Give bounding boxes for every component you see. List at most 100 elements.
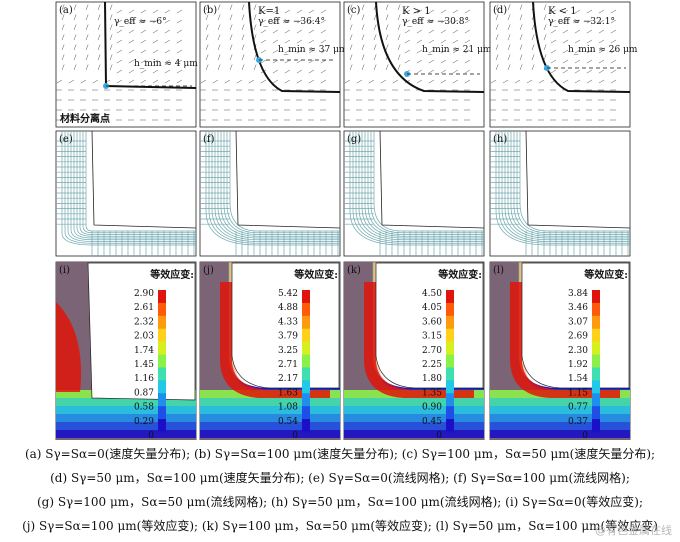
vector-arrow — [531, 54, 535, 61]
mesh-line — [513, 131, 630, 235]
vector-arrow — [562, 9, 569, 14]
vector-arrow — [586, 9, 593, 14]
vector-arrow — [176, 29, 183, 34]
vector-arrow — [519, 4, 523, 11]
vector-arrow — [416, 9, 423, 14]
vector-arrow — [128, 29, 135, 34]
vector-arrow — [428, 79, 435, 84]
vector-arrow — [152, 59, 159, 64]
gamma-annotation: γ_eff ≈ −30.8° — [402, 17, 469, 27]
mesh-line — [495, 131, 630, 246]
vector-arrow — [598, 69, 605, 74]
vector-arrow — [397, 44, 401, 51]
gamma-annotation: γ_eff ≈ −36.4° — [258, 17, 325, 27]
vector-arrow — [85, 64, 89, 71]
vector-arrow — [272, 9, 279, 14]
vector-arrow — [550, 59, 557, 64]
mesh-line — [214, 131, 340, 241]
vector-arrow — [385, 4, 389, 11]
vector-arrow — [361, 54, 365, 61]
vector-arrow — [349, 64, 353, 71]
vector-arrow — [308, 19, 315, 24]
vector-arrow — [373, 44, 377, 51]
vector-arrow — [296, 49, 303, 54]
vector-arrow — [464, 39, 471, 44]
vector-arrow — [574, 19, 581, 24]
legend-swatch — [446, 315, 454, 330]
vector-arrow — [464, 69, 471, 74]
vector-arrow — [416, 19, 423, 24]
caption-line-4: (j) Sγ=Sα=100 μm(等效应变); (k) Sγ=100 μm，Sα… — [22, 519, 658, 533]
panel-border — [489, 1, 631, 128]
legend-swatch — [446, 328, 454, 343]
vector-arrow — [574, 79, 581, 84]
vector-arrow — [361, 14, 365, 21]
vector-arrow — [464, 79, 471, 84]
legend-tick: 1.08 — [278, 403, 298, 413]
vector-arrow — [241, 64, 245, 71]
vector-arrow — [320, 49, 327, 54]
vector-arrow — [373, 64, 377, 71]
vector-arrow — [176, 69, 183, 74]
legend-tick: 1.92 — [568, 360, 588, 370]
vector-arrow — [164, 9, 171, 14]
vector-arrow — [176, 79, 183, 84]
vector-arrow — [272, 79, 279, 84]
hmin-annotation: h_min ≈ 21 μm — [422, 45, 492, 55]
vector-arrow — [440, 29, 447, 34]
vector-arrow — [356, 79, 363, 84]
vector-arrow — [349, 34, 353, 41]
vector-arrow — [61, 54, 65, 61]
panel-label: (h) — [493, 134, 507, 145]
strain-band — [56, 430, 196, 438]
legend-tick: 1.15 — [568, 388, 588, 398]
vector-arrow — [380, 79, 387, 84]
legend-title: 等效应变: — [150, 268, 194, 281]
vector-arrow — [260, 79, 267, 84]
mesh-line — [208, 131, 340, 244]
tool-region — [231, 262, 340, 389]
vector-arrow — [164, 49, 171, 54]
legend-tick: 2.32 — [134, 317, 154, 327]
mesh-line — [361, 131, 484, 239]
vector-arrow — [116, 19, 123, 24]
panel-label: (a) — [59, 5, 73, 16]
legend-tick: 4.88 — [278, 303, 298, 313]
legend-swatch — [302, 315, 310, 330]
vector-arrow — [598, 79, 605, 84]
vector-arrow — [152, 79, 159, 84]
vector-arrow — [361, 64, 365, 71]
vector-arrow — [128, 49, 135, 54]
legend-swatch — [158, 341, 166, 356]
vector-arrow — [97, 54, 101, 61]
legend-tick: 2.70 — [422, 346, 442, 356]
vector-arrow — [452, 39, 459, 44]
strain-band — [490, 406, 630, 414]
mesh-panel-h: (h) — [489, 130, 631, 257]
vector-arrow — [452, 19, 459, 24]
vector-arrow — [229, 64, 233, 71]
panel-border — [489, 130, 631, 257]
legend-swatch — [158, 393, 166, 407]
vector-arrow — [97, 4, 101, 11]
vector-arrow — [610, 59, 617, 64]
k-annotation: K=1 — [258, 6, 280, 17]
vector-arrow — [397, 4, 401, 11]
vector-arrow — [349, 4, 353, 11]
vector-arrow — [416, 59, 423, 64]
vector-arrow — [260, 39, 267, 44]
vector-arrow — [140, 29, 147, 34]
vector-arrow — [502, 79, 509, 84]
vector-arrow — [610, 19, 617, 24]
strain-panel-l: 等效应变: 3.84 3.46 3.07 2.69 2.30 1.92 1.54 1.15 0.7… — [489, 261, 631, 440]
tool-region — [375, 262, 484, 389]
mesh-line — [229, 131, 340, 232]
mesh-line — [510, 131, 630, 237]
tool-edge — [532, 1, 631, 93]
vector-arrow — [217, 44, 221, 51]
vector-arrow — [385, 24, 389, 31]
vector-arrow — [495, 24, 499, 31]
legend-tick: 1.35 — [422, 388, 442, 398]
vector-arrow — [152, 39, 159, 44]
vector-arrow — [284, 39, 291, 44]
